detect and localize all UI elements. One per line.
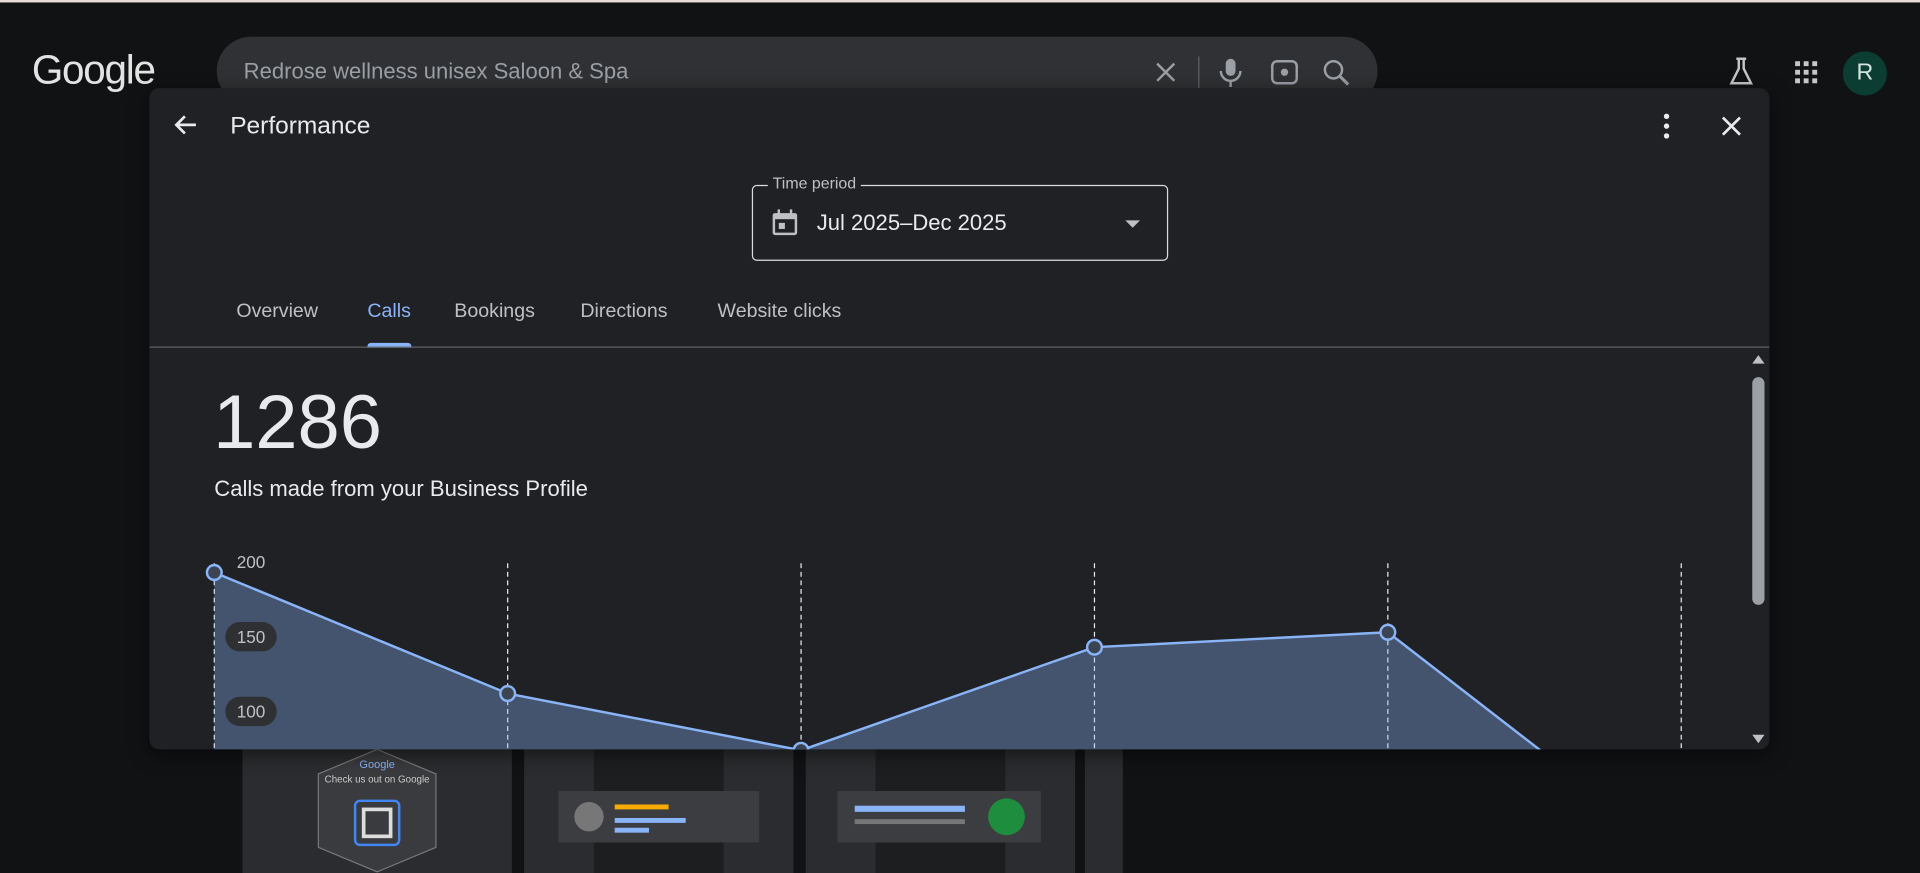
line: [854, 819, 965, 825]
scroll-up[interactable]: [1752, 355, 1765, 364]
point: [792, 741, 810, 750]
mic-stand: [1219, 70, 1242, 87]
dropdown-arrow: [1125, 220, 1141, 228]
thumbnail[interactable]: [805, 749, 1076, 873]
y-tick-label: 100: [237, 702, 266, 722]
y-tick: [225, 622, 277, 652]
thumbnail[interactable]: Google Check us out on Google: [242, 748, 512, 873]
scroll-down[interactable]: [1752, 734, 1765, 744]
header-icons: [1729, 57, 1818, 85]
lens-dot: [1280, 68, 1289, 76]
stars: [614, 804, 669, 810]
line: [213, 571, 1542, 750]
dialog-actions: [1663, 113, 1741, 139]
qr-code: [361, 807, 393, 839]
back-button[interactable]: [171, 110, 200, 139]
more-button[interactable]: [1663, 113, 1670, 139]
labs-icon[interactable]: [1729, 57, 1754, 85]
y-tick: [225, 696, 277, 727]
calls-chart: 100 150 200: [205, 552, 1682, 750]
point: [1085, 638, 1104, 656]
divider: [149, 346, 1770, 348]
whatsapp-icon: [988, 798, 1025, 836]
scroll-thumb[interactable]: [1752, 377, 1765, 605]
line: [614, 827, 649, 833]
line: [614, 817, 686, 823]
time-period-select[interactable]: Time period Jul 2025–Dec 2025: [751, 173, 1169, 261]
scrollbar[interactable]: [1749, 350, 1769, 749]
mic-icon[interactable]: [1225, 58, 1236, 76]
y-tick-label: 200: [237, 552, 266, 572]
apps-icon[interactable]: [1795, 61, 1818, 84]
tab[interactable]: Overview: [236, 301, 318, 323]
time-period-value: Jul 2025–Dec 2025: [816, 210, 1007, 236]
y-tick-label: 150: [237, 627, 266, 647]
review-card: [558, 749, 760, 873]
avatar[interactable]: R: [1842, 51, 1887, 96]
qr-card: Google Check us out on Google: [317, 748, 437, 873]
dialog-title: Performance: [230, 112, 371, 140]
thumb-brand: Google: [359, 759, 395, 771]
time-period-label: Time period: [767, 173, 862, 193]
performance-dialog: Performance Time period Jul 2025–Dec 202…: [149, 88, 1770, 750]
lens-icon[interactable]: [1271, 60, 1298, 85]
point: [205, 563, 223, 582]
thumb-caption: Check us out on Google: [325, 774, 430, 785]
google-logo[interactable]: Google: [31, 46, 156, 92]
thumbnail[interactable]: [1084, 749, 1123, 873]
search-handle: [1338, 74, 1350, 86]
area: [214, 572, 1540, 750]
thumbnail[interactable]: [524, 749, 794, 873]
search-icons: [1156, 56, 1350, 89]
total-calls: 1286: [213, 380, 382, 466]
point: [1379, 623, 1397, 641]
search-query[interactable]: Redrose wellness unisex Saloon & Spa: [243, 58, 629, 84]
search-icon[interactable]: [1323, 60, 1344, 80]
tab[interactable]: Bookings: [454, 301, 535, 323]
tab[interactable]: Directions: [580, 301, 668, 323]
tab[interactable]: Website clicks: [717, 301, 842, 323]
clear-icon[interactable]: [1156, 62, 1176, 82]
metric-description: Calls made from your Business Profile: [214, 476, 588, 501]
tab[interactable]: Calls: [367, 301, 411, 348]
close-button[interactable]: [1721, 116, 1741, 136]
person-icon: [574, 802, 604, 832]
window-edge: [0, 0, 1920, 3]
line: [854, 805, 965, 812]
calendar-icon: [772, 209, 798, 236]
message-card: [837, 749, 1041, 873]
qr-frame: [353, 799, 401, 847]
point: [499, 684, 517, 703]
